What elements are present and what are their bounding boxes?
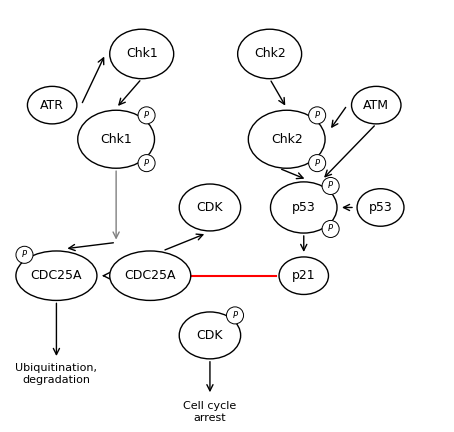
Text: ATR: ATR — [40, 98, 64, 111]
Ellipse shape — [16, 251, 97, 300]
Text: Ubiquitination,
degradation: Ubiquitination, degradation — [15, 363, 98, 384]
Ellipse shape — [110, 251, 191, 300]
Ellipse shape — [357, 189, 404, 226]
Text: P: P — [315, 111, 320, 120]
Circle shape — [309, 155, 326, 172]
Text: P: P — [328, 225, 333, 233]
Text: Chk2: Chk2 — [254, 48, 286, 60]
Text: P: P — [144, 111, 149, 120]
Text: CDC25A: CDC25A — [124, 269, 176, 282]
Ellipse shape — [351, 86, 401, 124]
Circle shape — [16, 246, 33, 264]
Text: CDK: CDK — [197, 329, 223, 342]
Text: Cell cycle
arrest: Cell cycle arrest — [183, 401, 237, 423]
Circle shape — [309, 107, 326, 124]
Circle shape — [138, 155, 155, 172]
Ellipse shape — [110, 29, 174, 79]
Text: ATM: ATM — [363, 98, 389, 111]
Text: P: P — [22, 250, 27, 259]
Ellipse shape — [179, 312, 241, 359]
Text: Chk1: Chk1 — [126, 48, 158, 60]
Text: CDC25A: CDC25A — [31, 269, 82, 282]
Text: CDK: CDK — [197, 201, 223, 214]
Ellipse shape — [27, 86, 77, 124]
Text: p53: p53 — [292, 201, 316, 214]
Circle shape — [227, 307, 243, 324]
Text: P: P — [315, 159, 320, 168]
Ellipse shape — [279, 257, 329, 295]
Text: p21: p21 — [292, 269, 316, 282]
Ellipse shape — [248, 110, 325, 168]
Circle shape — [138, 107, 155, 124]
Text: Chk1: Chk1 — [100, 133, 132, 146]
Ellipse shape — [179, 184, 241, 231]
Text: P: P — [232, 311, 237, 320]
Circle shape — [322, 220, 339, 238]
Text: p53: p53 — [369, 201, 392, 214]
Ellipse shape — [78, 110, 154, 168]
Text: P: P — [144, 159, 149, 168]
Ellipse shape — [271, 182, 337, 233]
Circle shape — [322, 178, 339, 194]
Text: Chk2: Chk2 — [271, 133, 302, 146]
Ellipse shape — [237, 29, 301, 79]
Text: P: P — [328, 181, 333, 191]
